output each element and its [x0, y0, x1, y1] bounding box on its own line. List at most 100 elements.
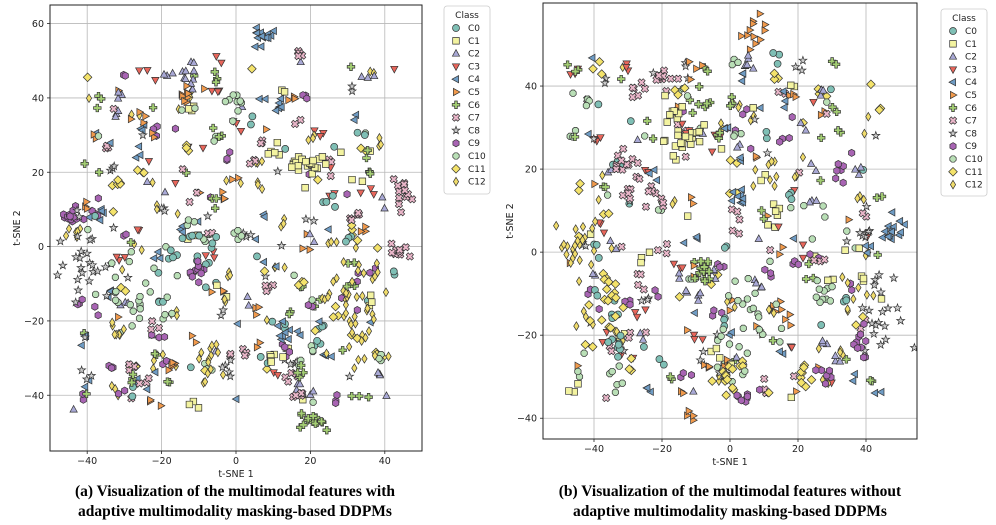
point-c1	[273, 138, 281, 147]
point-c1	[661, 91, 669, 100]
point-c7	[387, 239, 396, 248]
legend-label-c3: C3	[965, 65, 977, 75]
point-c1	[695, 137, 704, 146]
point-c11	[247, 64, 257, 74]
point-c1	[678, 103, 686, 111]
point-c3	[774, 223, 783, 232]
point-c8	[285, 359, 296, 369]
point-c3	[698, 336, 707, 344]
point-c7	[294, 51, 303, 61]
point-c1	[565, 387, 573, 395]
legend-marker-c6	[948, 103, 958, 112]
point-c11	[113, 175, 123, 185]
point-c3	[133, 226, 142, 235]
point-c8	[159, 205, 170, 216]
point-c7	[662, 239, 672, 249]
point-c6	[346, 62, 356, 71]
point-c0	[659, 360, 668, 369]
point-c10	[142, 279, 150, 287]
point-c12	[213, 339, 220, 350]
point-c4	[76, 341, 85, 350]
point-c4	[259, 212, 268, 222]
point-c9	[833, 166, 841, 175]
point-c6	[831, 60, 841, 69]
legend-marker-c4	[948, 78, 956, 87]
point-c7	[261, 281, 270, 290]
point-c4	[231, 394, 240, 404]
point-c5	[299, 244, 308, 253]
point-c7	[389, 174, 398, 184]
point-c12	[254, 179, 261, 190]
point-c8	[875, 339, 886, 350]
legend-marker-c9	[949, 142, 957, 151]
point-c12	[281, 262, 288, 273]
point-c9	[857, 330, 865, 339]
point-c1	[687, 140, 695, 148]
point-c10	[743, 295, 751, 303]
point-c10	[735, 343, 743, 351]
point-c0	[360, 131, 369, 139]
point-c12	[280, 218, 287, 229]
point-c6	[801, 274, 811, 284]
point-c5	[752, 39, 761, 48]
point-c1	[185, 105, 193, 113]
point-c11	[851, 320, 861, 330]
point-c1	[700, 121, 708, 129]
point-c12	[108, 380, 115, 391]
legend-label-c3: C3	[468, 62, 480, 72]
point-c6	[726, 101, 735, 110]
point-c0	[614, 352, 622, 361]
point-c4	[692, 232, 700, 242]
point-c9	[761, 265, 769, 274]
point-c10	[777, 324, 786, 332]
point-c8	[79, 332, 90, 342]
point-c5	[746, 45, 755, 54]
point-c5	[157, 401, 166, 410]
point-c2	[733, 142, 742, 151]
legend-label-c5: C5	[468, 88, 480, 98]
point-c12	[358, 336, 365, 346]
point-c1	[645, 248, 654, 256]
point-c2	[188, 84, 197, 93]
point-c6	[211, 78, 221, 87]
point-c10	[808, 235, 816, 243]
point-c4	[155, 254, 164, 263]
point-c4	[862, 248, 871, 258]
point-c7	[759, 374, 769, 383]
point-c3	[236, 127, 246, 136]
point-c10	[580, 349, 588, 357]
point-c0	[128, 392, 137, 401]
point-c7	[109, 104, 118, 113]
point-c4	[259, 257, 267, 267]
point-c12	[205, 357, 212, 368]
point-c9	[343, 190, 351, 199]
point-c7	[766, 245, 775, 255]
point-c10	[821, 213, 829, 221]
point-c0	[594, 254, 603, 262]
point-c12	[589, 223, 596, 234]
point-c4	[150, 367, 159, 377]
point-c12	[590, 245, 598, 256]
point-c1	[288, 163, 296, 171]
point-c4	[323, 225, 332, 234]
point-c2	[796, 118, 805, 127]
legend-marker-c11	[948, 167, 958, 177]
point-c6	[757, 206, 766, 215]
point-c12	[214, 347, 222, 358]
legend-label-c8: C8	[468, 126, 480, 136]
point-c5	[219, 187, 228, 197]
point-c11	[262, 364, 272, 374]
point-c5	[90, 130, 99, 139]
point-c12	[120, 324, 127, 335]
point-c9	[854, 344, 862, 353]
point-c2	[801, 125, 811, 134]
point-c2	[811, 166, 821, 174]
point-c8	[85, 234, 96, 245]
point-c8	[70, 251, 81, 262]
point-c4	[96, 206, 105, 216]
point-c11	[108, 207, 119, 217]
point-c7	[394, 199, 404, 209]
point-c3	[273, 371, 282, 380]
point-c8	[86, 370, 97, 380]
point-c2	[168, 68, 177, 77]
